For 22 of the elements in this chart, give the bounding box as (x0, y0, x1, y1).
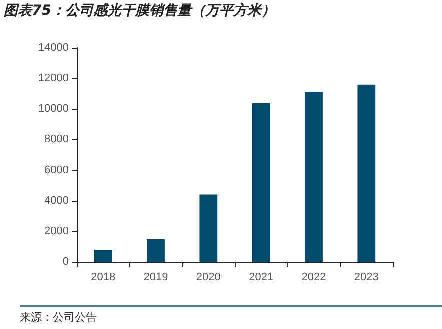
chart-title: 图表75：公司感光干膜销售量（万平方米） (4, 2, 276, 20)
bar (358, 84, 376, 262)
source-note: 来源：公司公告 (20, 310, 97, 325)
y-tick-label: 6000 (44, 164, 69, 176)
bar (94, 250, 112, 262)
y-tick-label: 8000 (44, 134, 69, 146)
y-tick-label: 4000 (44, 194, 69, 207)
x-tick-label: 2023 (354, 272, 379, 284)
bar (305, 92, 323, 262)
x-tick-label: 2020 (196, 272, 221, 284)
y-tick-label: 12000 (38, 72, 69, 85)
x-tick-label: 2019 (144, 272, 168, 284)
y-tick-label: 10000 (38, 103, 69, 116)
x-tick-label: 2018 (91, 272, 116, 284)
y-tick-label: 0 (62, 256, 69, 268)
x-tick-label: 2021 (249, 272, 274, 284)
bar (252, 103, 270, 262)
y-tick-label: 2000 (44, 225, 69, 238)
y-tick-label: 14000 (38, 42, 69, 54)
x-tick-label: 2022 (302, 272, 326, 284)
bar (147, 239, 165, 262)
bar (200, 194, 218, 262)
